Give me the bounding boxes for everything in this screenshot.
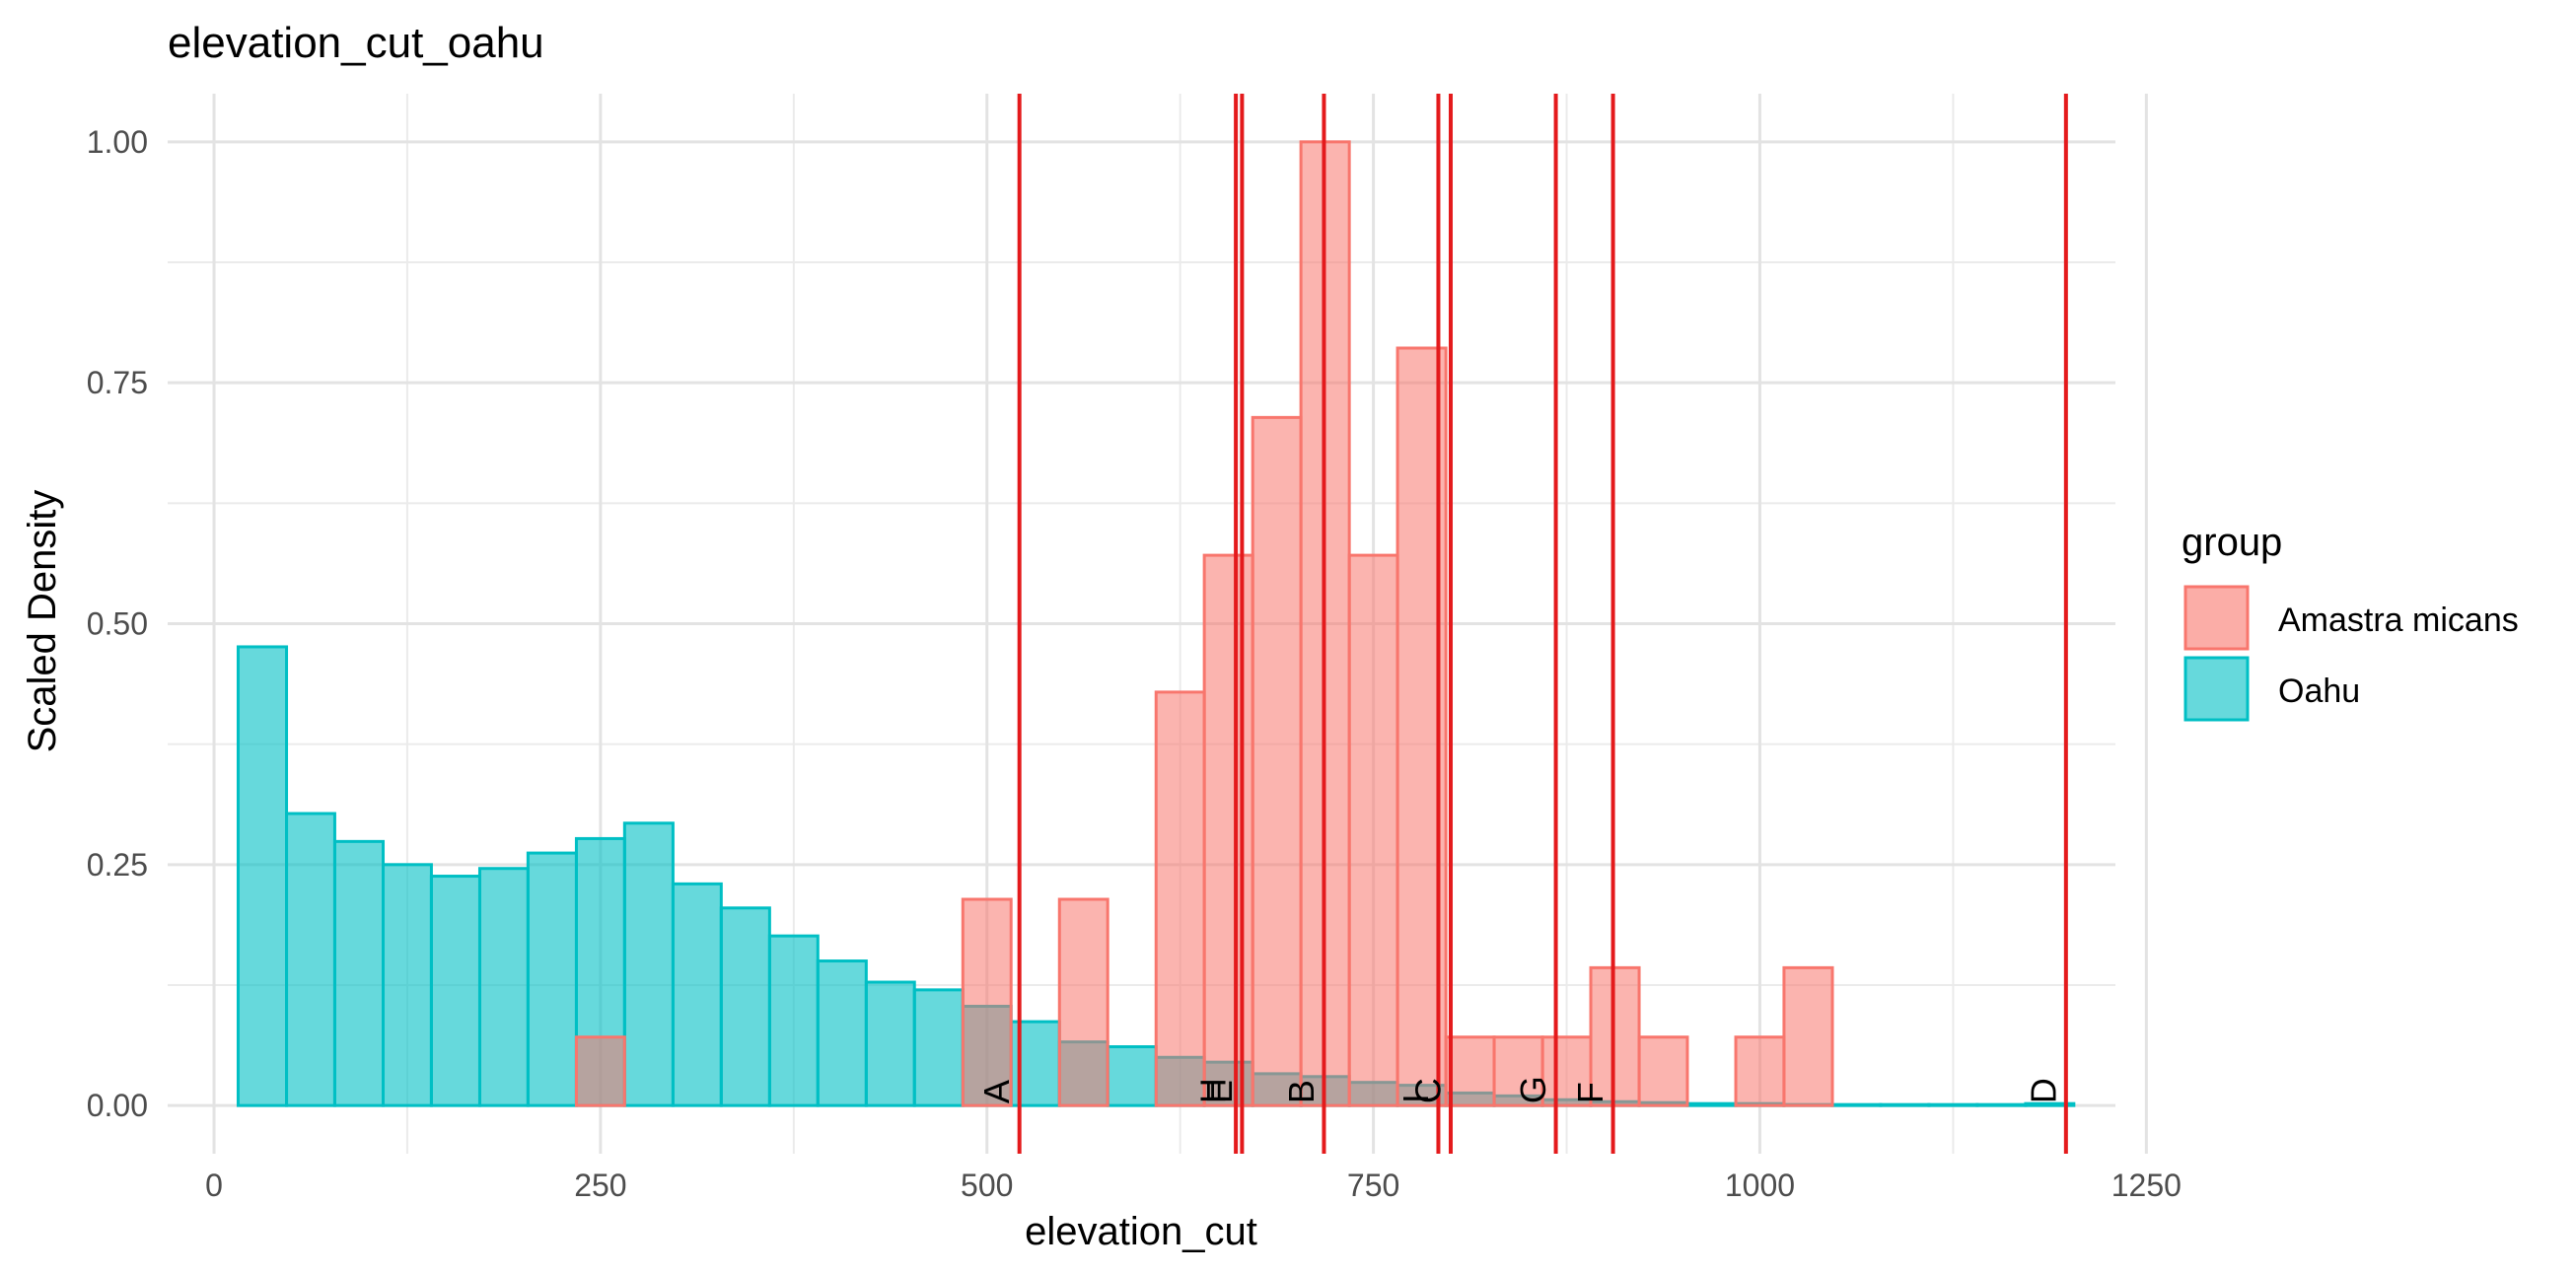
oahu-bar <box>671 882 723 1107</box>
x-tick-label: 0 <box>205 1168 223 1203</box>
oahu-bar <box>1975 1102 2028 1107</box>
oahu-bar <box>526 851 578 1107</box>
amastra-micans-bar <box>1154 690 1206 1107</box>
oahu-bar <box>285 812 336 1107</box>
oahu-bar <box>477 867 530 1107</box>
reference-lines <box>1017 94 2068 1154</box>
legend: group Amastra micans Oahu <box>2182 521 2519 722</box>
amastra-micans-bar <box>1782 965 1834 1107</box>
x-axis-label: elevation_cut <box>1025 1210 1257 1253</box>
oahu-bar <box>1927 1102 1979 1107</box>
y-tick-label: 0.25 <box>87 847 148 883</box>
amastra-micans-bar <box>961 897 1013 1107</box>
amastra-micans-bar <box>574 1035 626 1107</box>
oahu-bar <box>1106 1045 1158 1107</box>
amastra-micans-bar <box>1057 897 1109 1107</box>
oahu-bar <box>2024 1101 2076 1107</box>
reference-line-label-d: D <box>2023 1078 2063 1103</box>
legend-key-amastra-micans <box>2183 585 2250 651</box>
oahu-bar <box>816 959 868 1107</box>
amastra-micans-bar <box>1540 1035 1593 1107</box>
y-axis-label: Scaled Density <box>21 490 64 753</box>
oahu-bar <box>429 875 481 1107</box>
legend-title: group <box>2182 521 2282 564</box>
oahu-bar <box>1685 1101 1738 1107</box>
amastra-micans-bar <box>1637 1035 1689 1107</box>
oahu-bar <box>864 980 916 1107</box>
amastra-micans-bar <box>1251 415 1303 1107</box>
oahu-bar <box>332 839 386 1107</box>
amastra-micans-bar <box>1202 553 1254 1107</box>
oahu-bar <box>912 988 965 1107</box>
reference-line-labels: A HE B IC G F D <box>976 1076 2063 1103</box>
y-axis-ticks: 0.00 0.25 0.50 0.75 1.00 <box>87 124 148 1123</box>
y-tick-label: 0.50 <box>87 606 148 642</box>
reference-line-label-i: I <box>1395 1094 1436 1103</box>
x-tick-label: 500 <box>961 1168 1013 1203</box>
reference-line-label-c: C <box>1408 1078 1449 1103</box>
x-axis-ticks: 0 250 500 750 1000 1250 <box>205 1168 2182 1203</box>
x-tick-label: 1250 <box>2111 1168 2182 1203</box>
x-tick-label: 250 <box>574 1168 626 1203</box>
amastra-micans-bar <box>1734 1035 1786 1107</box>
y-tick-label: 0.75 <box>87 365 148 400</box>
chart-title: elevation_cut_oahu <box>168 19 544 67</box>
reference-line-label-g: G <box>1513 1076 1553 1103</box>
oahu-bar <box>719 906 771 1107</box>
amastra-micans-bar <box>1444 1035 1496 1107</box>
legend-label-amastra-micans: Amastra micans <box>2278 602 2519 639</box>
reference-line-label-f: F <box>1570 1082 1610 1103</box>
reference-line-label-h: H <box>1193 1078 1234 1103</box>
reference-line-label-b: B <box>1281 1080 1322 1103</box>
oahu-bar <box>622 821 675 1107</box>
amastra-micans-bar <box>1347 553 1399 1107</box>
legend-label-oahu: Oahu <box>2278 673 2360 710</box>
x-tick-label: 750 <box>1347 1168 1399 1203</box>
oahu-bar <box>767 934 820 1107</box>
oahu-bar <box>1879 1102 1931 1107</box>
oahu-bar <box>1830 1102 1883 1107</box>
x-tick-label: 1000 <box>1725 1168 1795 1203</box>
y-tick-label: 0.00 <box>87 1088 148 1123</box>
series-amastra-micans <box>574 140 1834 1107</box>
reference-line-label-e: E <box>1199 1080 1240 1103</box>
reference-line-label-a: A <box>976 1080 1017 1103</box>
y-tick-label: 1.00 <box>87 124 148 160</box>
oahu-bar <box>236 645 289 1107</box>
amastra-micans-bar <box>1492 1035 1544 1107</box>
legend-key-oahu <box>2183 656 2250 722</box>
oahu-bar <box>382 863 433 1107</box>
